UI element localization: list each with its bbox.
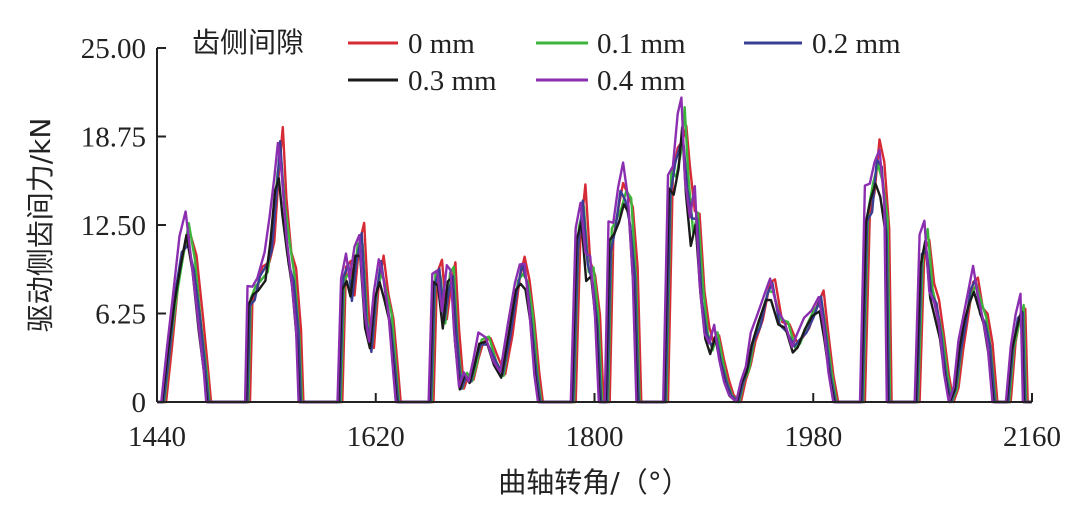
- x-tick-label: 1620: [347, 421, 405, 453]
- legend-label: 0.1 mm: [597, 28, 686, 60]
- y-tick-label: 12.50: [81, 210, 146, 242]
- x-tick-label: 1980: [784, 421, 842, 453]
- legend-title: 齿侧间隙: [192, 26, 304, 59]
- legend-label: 0 mm: [408, 28, 475, 60]
- series-line-0_4-mm: [157, 96, 1031, 404]
- ticks: 1440 1620 1800 1980 2160 0 6.25 12.50 18.75 25.00: [81, 33, 1061, 453]
- series-line-0_3-mm: [157, 125, 1031, 404]
- y-axis-title: 驱动侧齿间力/kN: [24, 118, 57, 333]
- x-axis-title: 曲轴转角/（°）: [498, 466, 689, 499]
- legend-label: 0.4 mm: [597, 65, 686, 97]
- plot-area: [157, 96, 1032, 404]
- x-tick-label: 2160: [1003, 421, 1061, 453]
- x-tick-label: 1440: [128, 421, 186, 453]
- y-tick-label: 25.00: [81, 33, 146, 65]
- legend-label: 0.2 mm: [812, 28, 901, 60]
- y-tick-label: 0: [132, 387, 147, 419]
- y-tick-label: 18.75: [81, 122, 146, 154]
- y-tick-label: 6.25: [95, 299, 146, 331]
- legend: 齿侧间隙 0 mm 0.1 mm 0.2 mm 0.3 mm 0.4 mm: [192, 26, 901, 97]
- legend-label: 0.3 mm: [408, 65, 497, 97]
- x-tick-label: 1800: [566, 421, 624, 453]
